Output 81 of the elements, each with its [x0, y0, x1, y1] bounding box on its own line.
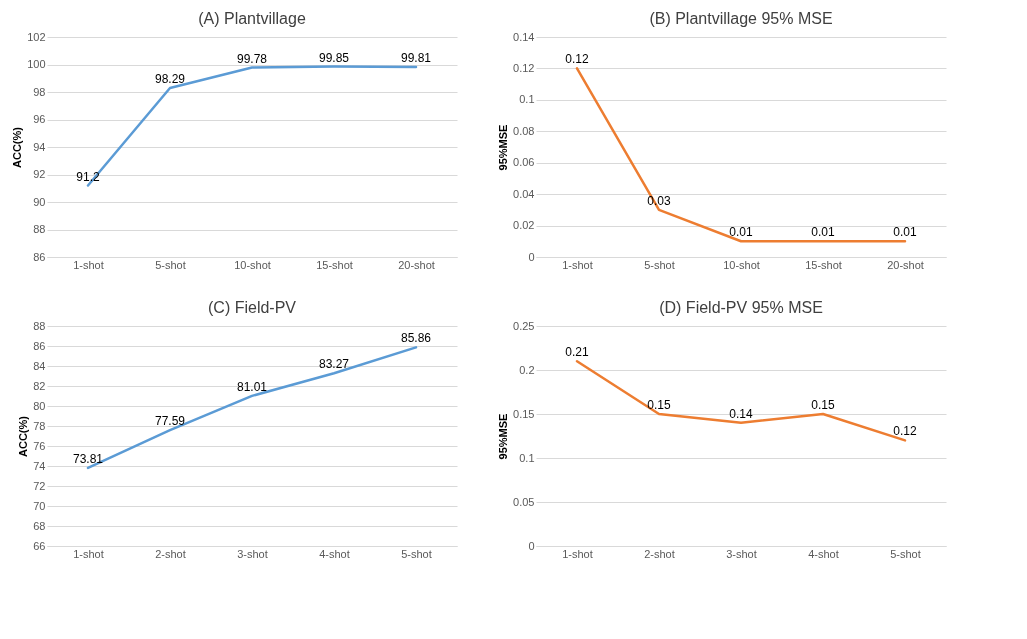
x-tick-label: 20-shot	[398, 258, 435, 271]
chart-title: (B) Plantvillage 95% MSE	[649, 10, 833, 27]
data-label: 0.12	[565, 52, 589, 67]
y-tick-label: 0.12	[513, 61, 535, 74]
y-tick-label: 76	[33, 439, 46, 452]
y-tick-label: 78	[33, 419, 46, 432]
y-tick-label: 86	[33, 250, 46, 263]
x-tick-label: 1-shot	[73, 258, 104, 271]
y-axis-title: ACC(%)	[11, 126, 24, 168]
x-tick-label: 4-shot	[319, 547, 350, 560]
y-tick-label: 100	[27, 58, 46, 70]
y-tick-label: 74	[33, 459, 46, 472]
chart-title: (C) Field-PV	[207, 299, 297, 316]
data-label: 85.86	[400, 331, 432, 346]
y-tick-label: 0.15	[513, 407, 535, 420]
data-label: 83.27	[318, 357, 350, 372]
x-tick-label: 1-shot	[73, 547, 104, 560]
y-tick-label: 98	[33, 85, 46, 98]
y-tick-label: 0	[528, 250, 535, 263]
y-tick-label: 94	[33, 140, 46, 153]
y-tick-label: 90	[33, 195, 46, 208]
y-tick-label: 88	[33, 223, 46, 235]
y-tick-label: 0.05	[513, 495, 535, 508]
y-tick-label: 0.04	[513, 187, 535, 200]
x-tick-label: 3-shot	[726, 547, 757, 560]
chart-title: (D) Field-PV 95% MSE	[659, 299, 823, 316]
x-tick-label: 4-shot	[808, 547, 839, 560]
data-label: 0.15	[647, 398, 671, 412]
data-label: 0.15	[811, 398, 835, 412]
y-tick-label: 92	[33, 168, 46, 180]
y-tick-label: 0.14	[513, 30, 535, 43]
data-label: 99.81	[400, 51, 432, 66]
x-tick-label: 20-shot	[887, 258, 924, 271]
x-tick-label: 2-shot	[644, 547, 675, 560]
y-tick-label: 88	[33, 319, 46, 332]
y-tick-label: 0.25	[513, 319, 535, 332]
y-tick-label: 0.1	[519, 451, 535, 464]
x-tick-label: 10-shot	[723, 258, 760, 271]
data-label: 0.01	[893, 225, 917, 240]
y-tick-label: 0.2	[519, 363, 535, 376]
y-tick-label: 72	[33, 479, 46, 492]
data-label: 0.01	[729, 225, 753, 240]
y-tick-label: 96	[33, 113, 46, 125]
x-tick-label: 1-shot	[562, 258, 593, 271]
y-axis-title: 95%MSE	[497, 124, 510, 171]
y-tick-label: 0.06	[513, 156, 535, 169]
y-tick-label: 84	[33, 359, 46, 372]
x-tick-label: 5-shot	[401, 547, 432, 560]
y-tick-label: 0.02	[513, 219, 535, 232]
y-tick-label: 80	[33, 399, 46, 412]
y-axis-title: ACC(%)	[17, 415, 30, 457]
y-tick-label: 86	[33, 339, 46, 352]
data-label: 0.14	[729, 406, 753, 421]
x-tick-label: 1-shot	[562, 547, 593, 560]
data-label: 99.85	[318, 50, 350, 65]
x-tick-label: 5-shot	[155, 258, 186, 271]
data-label: 0.12	[893, 424, 917, 439]
data-label: 0.21	[565, 345, 589, 360]
y-tick-label: 0	[528, 539, 535, 552]
y-tick-label: 0.1	[519, 93, 535, 106]
y-tick-label: 68	[33, 519, 46, 532]
x-tick-label: 2-shot	[155, 547, 186, 560]
y-tick-label: 82	[33, 379, 46, 392]
y-tick-label: 0.08	[513, 124, 535, 137]
x-tick-label: 15-shot	[316, 258, 353, 271]
data-label: 73.81	[72, 451, 104, 466]
data-label: 0.01	[811, 225, 835, 240]
data-label: 99.78	[236, 51, 268, 66]
y-tick-label: 70	[33, 499, 46, 512]
chart-title: (A) Plantvillage	[198, 10, 306, 27]
x-tick-label: 5-shot	[644, 258, 675, 271]
x-tick-label: 15-shot	[805, 258, 842, 271]
y-tick-label: 102	[27, 30, 46, 43]
x-tick-label: 3-shot	[237, 547, 268, 560]
y-tick-label: 66	[33, 539, 46, 552]
data-label: 77.59	[154, 414, 186, 429]
data-label: 81.01	[236, 379, 268, 394]
data-label: 98.29	[154, 72, 186, 87]
x-tick-label: 5-shot	[890, 547, 921, 560]
x-tick-label: 10-shot	[234, 258, 271, 271]
y-axis-title: 95%MSE	[497, 413, 510, 460]
